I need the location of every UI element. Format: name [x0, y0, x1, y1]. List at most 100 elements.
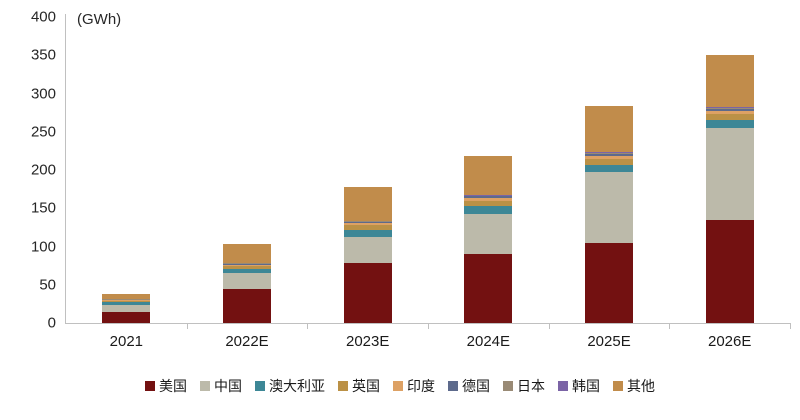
bar-segment-澳大利亚	[223, 269, 271, 274]
bar-segment-中国	[223, 273, 271, 289]
bar-segment-日本	[464, 195, 513, 197]
bar-slot-2023E	[307, 17, 428, 323]
legend-swatch-英国	[338, 381, 348, 391]
bar-segment-澳大利亚	[464, 205, 513, 214]
bar-segment-美国	[223, 288, 271, 323]
stacked-bar-2021	[102, 294, 151, 323]
x-axis-line	[65, 323, 791, 324]
bar-segment-其他	[102, 294, 151, 299]
bar-segment-德国	[223, 264, 271, 265]
bar-segment-印度	[102, 300, 151, 301]
bar-segment-印度	[585, 155, 634, 159]
legend-item-澳大利亚: 澳大利亚	[255, 376, 325, 396]
legend-label-美国: 美国	[159, 378, 187, 394]
bar-segment-印度	[705, 111, 754, 115]
legend-swatch-日本	[503, 381, 513, 391]
bar-segment-韩国	[223, 262, 271, 264]
x-axis-label-2021: 2021	[109, 333, 144, 350]
legend-swatch-中国	[200, 381, 210, 391]
y-tick-label-0: 0	[47, 314, 56, 332]
bar-segment-中国	[343, 237, 392, 264]
legend-item-其他: 其他	[613, 376, 655, 396]
legend-label-韩国: 韩国	[572, 378, 600, 394]
bar-segment-韩国	[585, 151, 634, 153]
bar-segment-美国	[343, 263, 392, 323]
bar-segment-其他	[343, 186, 392, 221]
bar-segment-日本	[705, 108, 754, 110]
x-axis-tick	[790, 324, 791, 329]
legend-swatch-美国	[145, 381, 155, 391]
legend-label-澳大利亚: 澳大利亚	[269, 378, 325, 394]
stacked-bar-2024E	[464, 155, 513, 323]
x-axis-tick	[186, 324, 188, 329]
y-tick-label-350: 350	[30, 46, 56, 64]
x-axis-label-2026E: 2026E	[708, 333, 752, 350]
x-axis-tick	[307, 324, 309, 329]
bar-segment-英国	[223, 266, 271, 270]
bar-segment-其他	[464, 155, 513, 195]
bar-segment-韩国	[705, 106, 754, 109]
bar-segment-其他	[223, 243, 271, 263]
bar-segment-印度	[223, 264, 271, 267]
stacked-bar-2026E	[705, 54, 754, 323]
legend-item-美国: 美国	[145, 376, 187, 396]
bar-slot-2021	[66, 17, 187, 323]
bar-segment-英国	[705, 114, 754, 121]
legend-label-印度: 印度	[407, 378, 435, 394]
bar-segment-中国	[464, 213, 513, 255]
bar-segment-中国	[585, 172, 634, 244]
bar-slot-2024E	[428, 17, 549, 323]
y-axis-unit-label: (GWh)	[77, 11, 122, 28]
legend-swatch-澳大利亚	[255, 381, 265, 391]
plot-area	[66, 17, 790, 323]
x-axis-tick	[428, 324, 429, 329]
bar-segment-其他	[585, 105, 634, 152]
bar-segment-德国	[464, 196, 513, 198]
legend: 美国 中国 澳大利亚 英国 印度 德国 日本 韩国 其他	[0, 376, 800, 396]
bar-segment-德国	[705, 109, 754, 112]
bar-segment-印度	[464, 197, 513, 202]
bar-segment-美国	[585, 243, 634, 323]
bar-segment-英国	[464, 201, 513, 206]
bar-segment-韩国	[464, 194, 513, 196]
bar-segment-澳大利亚	[343, 230, 392, 238]
bar-slot-2025E	[549, 17, 670, 323]
bar-segment-美国	[705, 219, 754, 323]
bar-segment-德国	[343, 222, 392, 224]
bar-segment-其他	[705, 54, 754, 107]
legend-label-其他: 其他	[627, 378, 655, 394]
legend-item-英国: 英国	[338, 376, 380, 396]
legend-swatch-德国	[448, 381, 458, 391]
x-axis-label-2024E: 2024E	[466, 333, 511, 350]
legend-item-印度: 印度	[393, 376, 435, 396]
bar-segment-澳大利亚	[585, 164, 634, 173]
legend-item-德国: 德国	[448, 376, 490, 396]
y-tick-label-250: 250	[30, 123, 56, 141]
bar-segment-澳大利亚	[102, 302, 151, 306]
y-tick-label-50: 50	[39, 276, 56, 294]
legend-label-中国: 中国	[214, 378, 242, 394]
x-axis-labels: 2021 2022E 2023E 2024E 2025E 2026E	[66, 333, 790, 350]
legend-swatch-其他	[613, 381, 623, 391]
y-tick-label-400: 400	[30, 8, 56, 26]
legend-item-韩国: 韩国	[558, 376, 600, 396]
legend-swatch-韩国	[558, 381, 568, 391]
y-tick-label-150: 150	[30, 199, 56, 217]
legend-label-英国: 英国	[352, 378, 380, 394]
legend-swatch-印度	[393, 381, 403, 391]
bar-segment-日本	[585, 152, 634, 154]
bar-segment-中国	[102, 305, 151, 312]
x-axis-label-2023E: 2023E	[345, 333, 390, 350]
bar-segment-美国	[464, 254, 513, 323]
bar-segment-美国	[102, 311, 151, 323]
legend-item-日本: 日本	[503, 376, 545, 396]
x-axis-label-2022E: 2022E	[225, 333, 269, 350]
bar-segment-澳大利亚	[705, 120, 754, 128]
stacked-bar-2025E	[585, 105, 634, 323]
bar-segment-德国	[585, 154, 634, 156]
y-tick-label-200: 200	[30, 161, 56, 179]
bar-segment-中国	[705, 127, 754, 220]
y-axis-line	[65, 14, 66, 324]
bar-slot-2022E	[187, 17, 308, 323]
